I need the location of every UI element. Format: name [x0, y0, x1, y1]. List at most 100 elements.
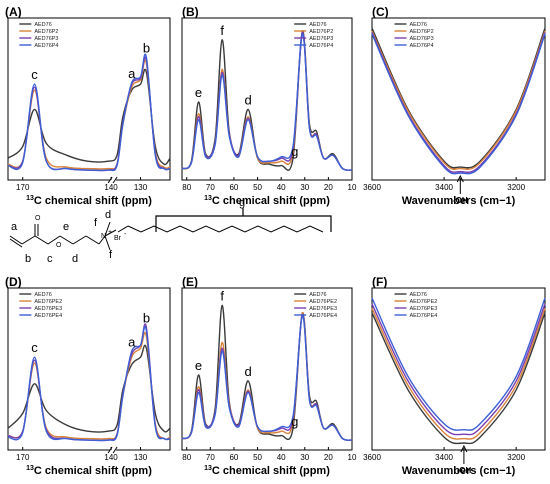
legend-entry: AED76P4 [309, 43, 333, 49]
x-axis-title-superscript: 13 [204, 465, 212, 472]
x-axis-title-text: C chemical shift (ppm) [34, 465, 152, 477]
peak-label-g: g [291, 414, 298, 429]
legend-entry: AED76P2 [34, 29, 58, 35]
x-tick-label: 130 [134, 453, 148, 462]
legend-entry: AED76 [309, 22, 326, 28]
x-tick-label: 70 [206, 183, 215, 192]
legend-entry: AED76P2 [309, 29, 333, 35]
x-tick-label: 60 [229, 453, 238, 462]
peak-label-g: g [291, 144, 298, 159]
annotation-arrow-head [460, 444, 468, 453]
x-tick-label: 140 [104, 183, 118, 192]
peak-label-a: a [128, 334, 136, 349]
x-tick-label: 10 [348, 453, 357, 462]
x-tick-label: 3600 [363, 453, 381, 462]
structure-letter-g: g [239, 197, 245, 209]
structure-atom-n: N [101, 233, 106, 240]
x-axis-title-text: C chemical shift (ppm) [34, 195, 152, 207]
alkyl-chain-bonds [127, 225, 324, 233]
series-line-AED76 [371, 27, 546, 169]
x-tick-label: 50 [253, 453, 262, 462]
legend-entry: AED76 [409, 22, 426, 28]
series-line-AED76PE3 [371, 303, 546, 436]
panel-4: 80 70 60 50 40 30 20 10 AED76AED76PE2AED76PE3AED… [181, 275, 357, 477]
series-line-AED76P3 [181, 31, 353, 171]
axis-break-gap [110, 177, 117, 183]
x-tick-label: 20 [324, 183, 333, 192]
peak-label-e: e [195, 85, 202, 100]
structure-letter-d2: d [105, 209, 111, 221]
legend-entry: AED76 [409, 292, 426, 298]
structure-atom-br: Br [114, 235, 122, 242]
series-line-AED76P4 [371, 33, 546, 175]
legend-entry: AED76 [34, 292, 51, 298]
legend-entry: AED76P4 [34, 43, 58, 49]
x-axis-title-superscript: 13 [26, 465, 34, 472]
legend-entry: AED76 [34, 22, 51, 28]
peak-label-c: c [31, 67, 38, 82]
series-line-AED76 [181, 30, 353, 171]
x-axis-title-text: C chemical shift (ppm) [212, 465, 330, 477]
chemical-structure: a b c d e d f f g O O N + Br - [9, 197, 332, 265]
x-tick-label: 130 [134, 183, 148, 192]
x-tick-label: 3400 [435, 183, 453, 192]
x-tick-label: 80 [182, 453, 191, 462]
x-tick-label: 70 [206, 453, 215, 462]
x-axis-title: Wavenumbers (cm−1) [402, 465, 516, 477]
legend-entry: AED76PE4 [409, 313, 437, 319]
x-tick-label: 3400 [435, 453, 453, 462]
plot-frame [181, 287, 353, 451]
panel-label: (C) [372, 5, 389, 19]
x-axis-title-superscript: 13 [26, 195, 34, 202]
x-axis-title: 13C chemical shift (ppm) [204, 195, 330, 207]
peak-label-f: f [220, 288, 224, 303]
legend-entry: AED76P4 [409, 43, 433, 49]
x-tick-label: 3600 [363, 183, 381, 192]
structure-charge-minus: - [124, 231, 127, 238]
x-tick-label: 30 [300, 183, 309, 192]
plot-frame [371, 287, 546, 451]
peak-label-c: c [31, 340, 38, 355]
peak-label-e: e [195, 358, 202, 373]
panel-label: (F) [372, 275, 387, 289]
structure-letter-a: a [11, 221, 18, 233]
series-line-AED76PE2 [181, 312, 353, 441]
peak-label-b: b [143, 311, 150, 326]
structure-letter-c: c [47, 253, 53, 265]
structure-letter-d: d [72, 253, 78, 265]
series-line-AED76 [7, 68, 171, 166]
x-tick-label: 40 [277, 453, 286, 462]
x-tick-label: 170 [16, 453, 30, 462]
series-line-AED76P2 [371, 30, 546, 170]
legend-entry: AED76PE2 [409, 299, 437, 305]
structure-letter-f: f [94, 217, 98, 229]
peak-label-d: d [244, 92, 251, 107]
x-tick-label: 3200 [507, 453, 525, 462]
legend-entry: AED76PE2 [34, 299, 62, 305]
series-line-AED76PE3 [181, 313, 353, 441]
x-tick-label: 50 [253, 183, 262, 192]
plot-frame [7, 287, 171, 451]
structure-bonds [9, 221, 129, 251]
x-tick-label: 30 [300, 453, 309, 462]
structure-letter-e: e [63, 221, 69, 233]
peak-label-f: f [220, 23, 224, 38]
structure-letter-f2: f [109, 249, 113, 261]
annotation-label: -OH [453, 196, 468, 205]
legend-entry: AED76P3 [309, 36, 333, 42]
peak-label-b: b [143, 41, 150, 56]
x-tick-label: 170 [16, 183, 30, 192]
x-axis-title: Wavenumbers (cm−1) [402, 195, 516, 207]
peak-label-d: d [244, 364, 251, 379]
annotation-arrow-head [456, 174, 464, 183]
series-line-AED76P4 [181, 33, 353, 171]
structure-atom-o2: O [56, 242, 62, 249]
panel-label: (E) [182, 275, 198, 289]
structure-charge-plus: + [108, 229, 112, 236]
series-line-AED76PE2 [371, 308, 546, 440]
plot-frame [7, 17, 171, 181]
legend-entry: AED76PE3 [34, 306, 62, 312]
axis-break-gap [110, 447, 117, 453]
x-tick-label: 60 [229, 183, 238, 192]
